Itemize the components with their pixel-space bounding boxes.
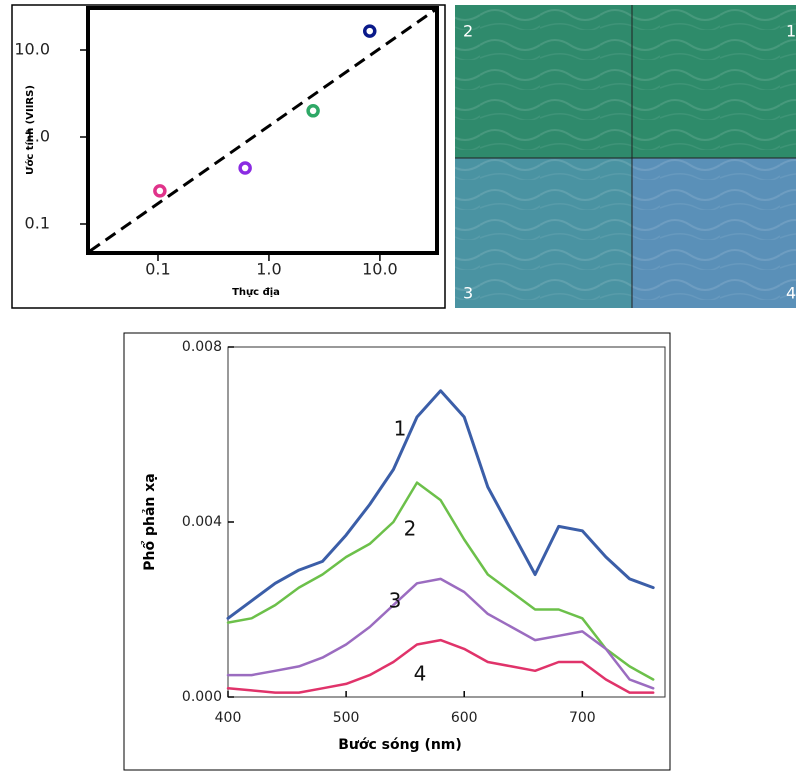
x-tick-label: 600	[451, 710, 478, 726]
y-tick-label: 0.000	[182, 689, 222, 705]
series-label: 2	[404, 517, 417, 541]
y-tick-label: 10.0	[14, 40, 50, 59]
line	[226, 638, 655, 694]
y-tick-label: 0.008	[182, 339, 222, 355]
x-tick-label: 1.0	[256, 260, 281, 279]
reference-line	[89, 8, 436, 253]
photo-texture	[455, 5, 796, 308]
photo-label: 1	[786, 22, 796, 41]
y-tick-label: 0.004	[182, 514, 222, 530]
x-tick-label: 400	[215, 710, 242, 726]
photo-panel: 2 1 3 4	[455, 5, 796, 308]
point	[363, 24, 377, 38]
series-label: 3	[389, 589, 402, 613]
x-tick-label: 700	[569, 710, 596, 726]
line	[226, 389, 655, 620]
line	[226, 577, 655, 690]
series-label: 1	[394, 417, 407, 441]
y-axis-title: Ước tính (VIIRS)	[24, 85, 36, 175]
line	[226, 481, 655, 681]
photo-label: 4	[786, 284, 796, 303]
series-label: 4	[414, 662, 427, 686]
x-axis-title: Thực địa	[232, 287, 280, 298]
x-tick-label: 10.0	[362, 260, 398, 279]
point	[238, 161, 252, 175]
y-tick-label: 1.0	[25, 126, 50, 145]
photo-label: 2	[463, 22, 473, 41]
scatter-panel	[11, 4, 446, 309]
x-tick-label: 500	[333, 710, 360, 726]
y-tick-label: 0.1	[25, 213, 50, 232]
x-tick-label: 0.1	[145, 260, 170, 279]
y-axis-title: Phổ phản xạ	[141, 473, 158, 570]
x-axis-title: Bước sóng (nm)	[338, 737, 462, 753]
point	[306, 104, 320, 118]
photo-label: 3	[463, 284, 473, 303]
plot-frame	[86, 6, 439, 255]
point	[153, 184, 167, 198]
